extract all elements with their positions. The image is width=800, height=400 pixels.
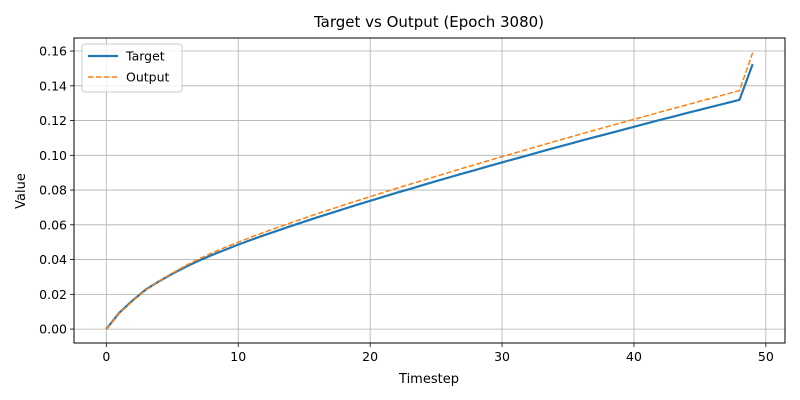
x-tick-label: 10 <box>230 349 246 364</box>
x-tick-label: 30 <box>494 349 510 364</box>
x-tick-label: 20 <box>362 349 378 364</box>
plot-frame <box>73 37 786 344</box>
series-line-target <box>105 63 754 330</box>
x-tick-label: 50 <box>758 349 774 364</box>
y-tick-label: 0.16 <box>39 44 67 59</box>
y-tick-label: 0.06 <box>39 217 67 232</box>
x-tick-label: 40 <box>626 349 642 364</box>
legend: Target Output <box>81 43 183 93</box>
x-axis-label: Timestep <box>398 372 459 387</box>
series-line-output <box>105 52 754 330</box>
legend-label-output: Output <box>126 70 170 85</box>
x-tick-label: 0 <box>102 349 110 364</box>
y-tick-label: 0.12 <box>39 113 67 128</box>
legend-label-target: Target <box>125 49 165 64</box>
y-tick-label: 0.10 <box>39 148 67 163</box>
y-tick-label: 0.08 <box>39 183 67 198</box>
series-lines <box>105 52 754 330</box>
x-axis-ticks: 0 10 20 30 40 50 <box>102 343 774 364</box>
y-tick-label: 0.00 <box>39 322 67 337</box>
grid <box>74 38 785 343</box>
y-tick-label: 0.02 <box>39 287 67 302</box>
y-axis-ticks: 0.00 0.02 0.04 0.06 0.08 0.10 0.12 0.14 0.16 <box>39 44 74 337</box>
chart-title: Target vs Output (Epoch 3080) <box>313 13 544 31</box>
y-tick-label: 0.14 <box>39 78 67 93</box>
y-axis-label: Value <box>14 173 29 209</box>
y-tick-label: 0.04 <box>39 252 67 267</box>
